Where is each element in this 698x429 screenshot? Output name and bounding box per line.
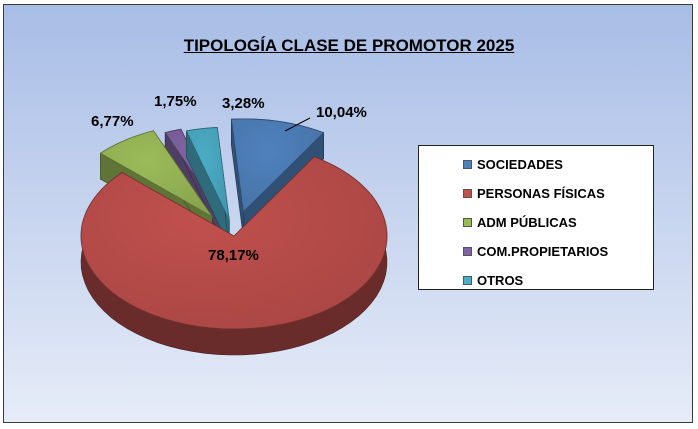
data-label-com-propietarios: 1,75% — [154, 93, 197, 110]
legend-item: COM.PROPIETARIOS — [419, 237, 653, 266]
data-label-personas-f-sicas: 78,17% — [208, 247, 259, 264]
legend-label: COM.PROPIETARIOS — [477, 244, 609, 259]
legend-swatch — [463, 218, 472, 227]
legend-swatch — [463, 160, 472, 169]
legend-label: SOCIEDADES — [477, 157, 563, 172]
legend-label: ADM PÚBLICAS — [477, 215, 577, 230]
chart-title: TIPOLOGÍA CLASE DE PROMOTOR 2025 — [183, 36, 515, 55]
legend-swatch — [463, 189, 472, 198]
legend-item: OTROS — [419, 266, 653, 295]
pie-slice-otros — [185, 127, 230, 247]
legend-label: PERSONAS FÍSICAS — [477, 186, 605, 201]
data-label-sociedades: 10,04% — [316, 104, 367, 121]
leader-line — [284, 117, 311, 132]
data-label-otros: 3,28% — [222, 95, 265, 112]
legend-label: OTROS — [477, 273, 524, 288]
legend-item: ADM PÚBLICAS — [419, 208, 653, 237]
legend: SOCIEDADES PERSONAS FÍSICAS ADM PÚBLICAS CO… — [418, 145, 654, 290]
legend-swatch — [463, 247, 472, 256]
data-label-adm-p-blicas: 6,77% — [91, 113, 134, 130]
legend-swatch — [463, 276, 472, 285]
pie-slice-personas-f-sicas — [80, 156, 388, 356]
legend-item: PERSONAS FÍSICAS — [419, 179, 653, 208]
legend-item: SOCIEDADES — [419, 150, 653, 179]
